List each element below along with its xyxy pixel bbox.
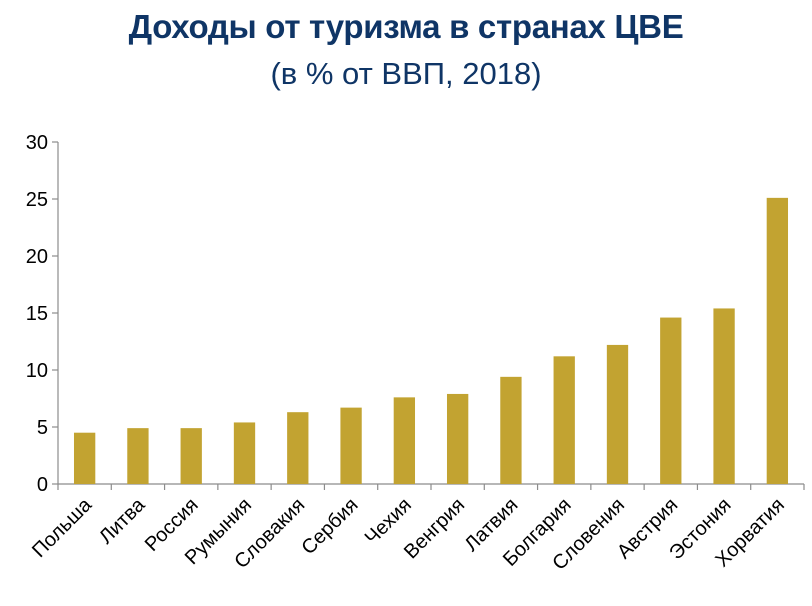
bar-5 bbox=[287, 412, 309, 484]
bar-9 bbox=[500, 376, 522, 484]
bar-4 bbox=[233, 422, 256, 484]
bar-6 bbox=[340, 407, 362, 484]
y-tick-label: 10 bbox=[26, 360, 48, 382]
x-tick-label: Польша bbox=[28, 493, 97, 562]
bar-11 bbox=[606, 344, 629, 484]
bar-12 bbox=[660, 317, 682, 484]
y-tick-label: 30 bbox=[26, 132, 48, 154]
y-tick-label: 5 bbox=[37, 417, 48, 439]
x-tick-label: Сербия bbox=[297, 494, 362, 559]
chart-subtitle: (в % от ВВП, 2018) bbox=[270, 56, 542, 91]
bar-1 bbox=[73, 432, 96, 484]
chart-title: Доходы от туризма в странах ЦВЕ bbox=[128, 8, 684, 45]
y-tick-label: 15 bbox=[26, 303, 48, 325]
bar-10 bbox=[553, 356, 575, 484]
bar-13 bbox=[713, 308, 735, 484]
y-tick-label: 25 bbox=[26, 189, 48, 211]
y-tick-label: 20 bbox=[26, 246, 48, 268]
bar-8 bbox=[446, 393, 469, 484]
bar-14 bbox=[766, 197, 789, 485]
bar-2 bbox=[127, 428, 149, 484]
bar-7 bbox=[393, 397, 416, 484]
y-tick-label: 0 bbox=[37, 474, 48, 496]
bar-3 bbox=[180, 428, 202, 484]
